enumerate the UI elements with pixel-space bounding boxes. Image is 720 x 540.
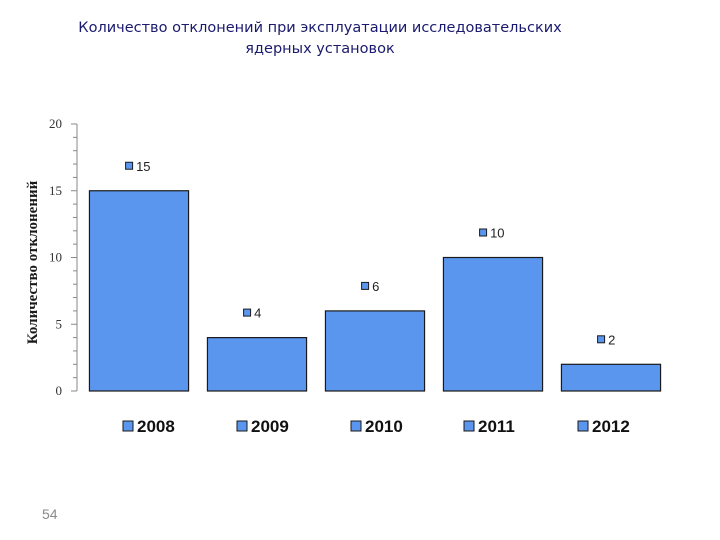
data-label-marker [597,335,606,344]
bar-2011 [442,256,544,392]
data-label-marker [243,308,252,317]
bar-2010 [324,310,426,392]
legend-swatch [463,420,475,432]
y-tick-label: 0 [56,383,63,398]
data-label-marker [361,281,370,290]
y-axis: 0 5 10 15 20 Количество отклонений [25,116,78,398]
data-label-2010: 6 [372,279,379,294]
bar-2012 [560,363,662,392]
legend-swatch [577,420,589,432]
bar-2008 [88,190,190,392]
legend-label-2010: 2010 [365,417,403,436]
chart-title: Количество отклонений при эксплуатации и… [40,18,600,60]
data-label-marker [479,228,488,237]
legend: 2008 2009 2010 2011 2012 [122,417,630,436]
y-tick-label: 15 [49,183,62,198]
legend-swatch [350,420,362,432]
legend-label-2012: 2012 [592,417,630,436]
legend-label-2009: 2009 [251,417,289,436]
y-tick-label: 10 [49,250,62,265]
bar-2009 [206,337,308,392]
data-labels: 15 4 6 10 2 [125,159,615,347]
y-tick-label: 20 [49,116,62,131]
legend-swatch [236,420,248,432]
legend-label-2008: 2008 [137,417,175,436]
data-label-2009: 4 [254,306,261,321]
y-tick-label: 5 [56,316,63,331]
legend-swatch [122,420,134,432]
legend-label-2011: 2011 [478,417,515,436]
data-label-2008: 15 [136,159,150,174]
bars [88,190,662,392]
page-number: 54 [42,506,58,522]
y-axis-label: Количество отклонений [25,180,41,344]
data-label-2012: 2 [608,332,615,347]
data-label-marker [125,161,134,170]
chart-title-line-2: ядерных установок [245,41,395,57]
chart-title-line-1: Количество отклонений при эксплуатации и… [78,20,562,36]
data-label-2011: 10 [490,226,504,241]
